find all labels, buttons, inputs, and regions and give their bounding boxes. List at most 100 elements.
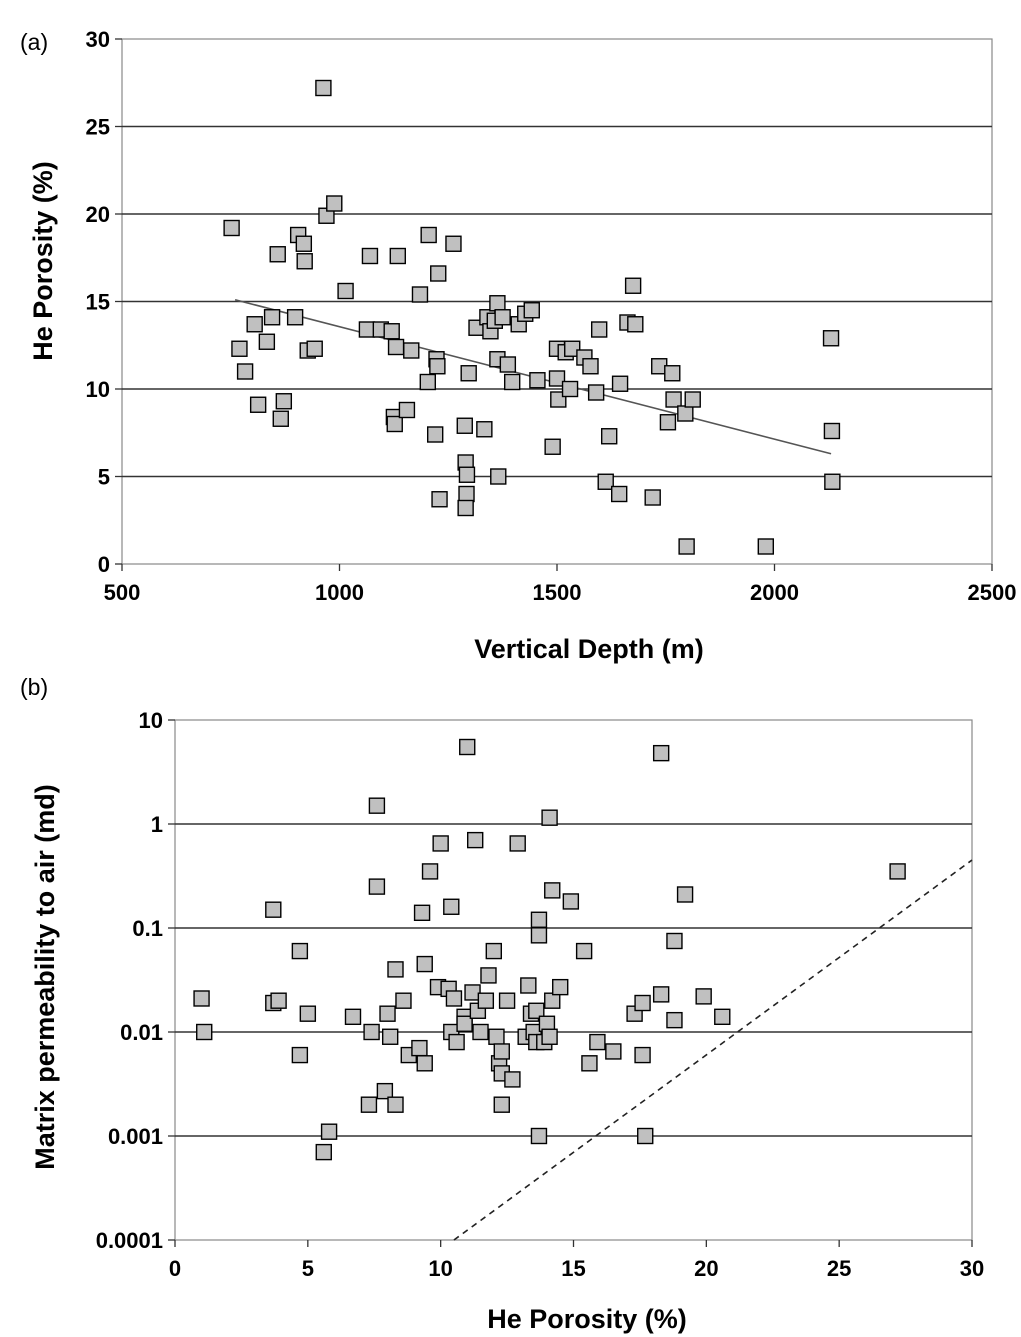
y-tick-label: 0.01 [120,1020,163,1045]
data-point [611,485,628,503]
panel-a-label: (a) [20,29,48,55]
x-tick-label: 1000 [315,580,364,605]
panel-b-reference-line [453,859,973,1241]
panel-a-y-axis-title: He Porosity (%) [28,161,58,361]
data-point [265,901,282,918]
data-point [624,277,642,294]
data-point [611,375,629,392]
data-point [456,1015,473,1032]
data-point [223,219,240,237]
data-point [464,984,481,1001]
data-point [395,992,412,1009]
data-point [564,340,581,357]
data-point [411,1039,428,1057]
y-tick-label: 1 [151,812,163,837]
data-point [360,1096,378,1113]
data-point [376,1082,394,1100]
data-point [383,323,400,340]
data-point [499,356,517,373]
data-point [427,426,444,443]
x-tick-label: 500 [104,580,141,605]
y-tick-label: 5 [98,465,110,490]
x-tick-label: 2500 [968,580,1017,605]
data-point [381,1028,399,1045]
data-point [295,235,313,252]
data-point [605,1043,622,1060]
data-point [429,358,446,375]
data-point [498,992,516,1009]
data-point [263,309,281,326]
panel-a-x-tick-labels: 500 1000 1500 2000 2500 [104,580,1017,605]
data-point [337,282,354,300]
x-tick-label: 5 [302,1256,314,1281]
panel-b-x-tick-labels: 0 5 10 15 20 25 30 [169,1256,984,1281]
data-point [403,342,420,359]
y-tick-label: 30 [86,27,110,52]
data-point [315,1143,332,1161]
data-point [666,932,683,950]
data-point [530,1127,548,1145]
data-point [489,295,506,312]
data-point [485,942,502,960]
data-point [231,340,248,357]
data-point [684,391,701,408]
data-point [448,1033,465,1051]
data-point [503,373,521,391]
data-point [258,333,276,350]
data-point [320,1123,338,1140]
data-point [488,1028,505,1045]
data-point [269,246,286,263]
panel-a-data-points [223,79,841,555]
data-point [196,1023,213,1041]
data-point [296,253,313,270]
data-point [398,401,416,419]
data-point [386,415,403,433]
data-point [430,265,447,282]
data-point [587,384,605,401]
panel-a-porosity-vs-depth: (a) 0 5 10 15 20 25 30 500 1000 1500 2000 2500 Ver… [20,27,1016,664]
data-point [421,863,439,880]
data-point [589,1033,606,1051]
y-tick-label: 0.1 [132,916,163,941]
data-point [458,466,476,483]
data-point [286,309,304,326]
data-point [358,321,376,338]
x-tick-label: 0 [169,1256,181,1281]
panel-b-plot-frame [174,719,973,1241]
data-point [416,955,433,973]
data-point [634,1046,651,1064]
data-point [299,1005,317,1022]
data-point [676,886,694,903]
panel-b-y-axis-title: Matrix permeability to air (md) [30,784,60,1170]
data-point [389,247,406,265]
data-point [457,499,474,517]
data-point [634,994,651,1012]
data-point [493,1043,510,1060]
data-point [659,414,677,431]
data-point [601,428,618,445]
data-point [480,967,497,984]
data-point [520,977,537,994]
data-point [652,744,670,762]
data-point [291,942,309,960]
data-point [552,978,569,996]
panel-b-x-axis-title: He Porosity (%) [487,1304,687,1334]
y-tick-label: 0.001 [108,1124,163,1149]
x-tick-label: 25 [827,1256,851,1281]
data-point [666,1011,683,1029]
data-point [326,195,343,212]
panel-a-gridlines [115,38,993,571]
data-point [459,738,476,756]
data-point [544,882,561,899]
data-point [530,927,548,944]
data-point [544,438,561,455]
data-point [597,473,614,490]
data-point [548,370,566,387]
data-point [493,1096,510,1113]
data-point [477,992,495,1009]
data-point [249,396,267,413]
y-tick-label: 10 [86,377,110,402]
data-point [443,898,460,915]
data-point [460,365,477,382]
data-point [432,835,449,852]
